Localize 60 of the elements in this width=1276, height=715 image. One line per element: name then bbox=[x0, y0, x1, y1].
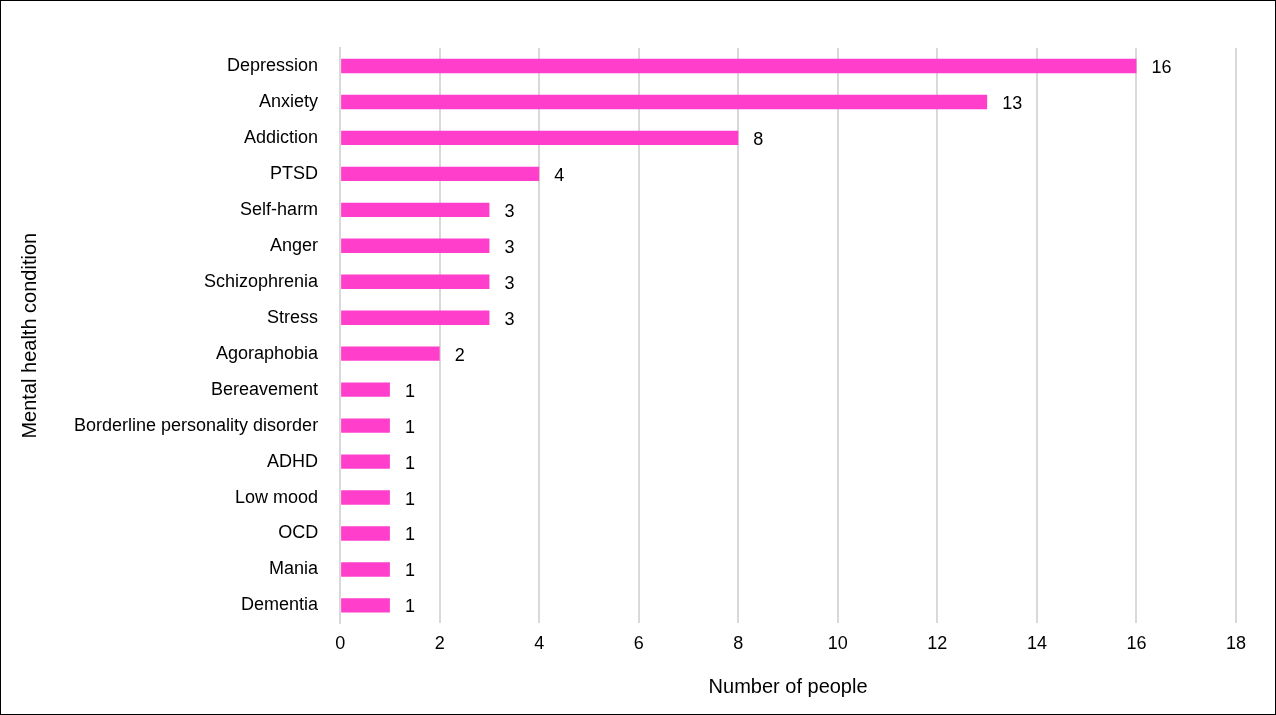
x-axis-title: Number of people bbox=[708, 674, 868, 697]
x-tick-label: 4 bbox=[534, 633, 545, 654]
data-label: 3 bbox=[504, 272, 515, 293]
y-tick-label: PTSD bbox=[270, 162, 319, 183]
data-label: 1 bbox=[404, 488, 415, 509]
y-tick-label: Self-harm bbox=[240, 198, 319, 219]
x-tick-label: 8 bbox=[733, 633, 744, 654]
bar bbox=[341, 130, 739, 146]
bar bbox=[341, 166, 540, 182]
data-label: 1 bbox=[404, 452, 415, 473]
y-tick-label: Borderline personality disorder bbox=[74, 414, 319, 435]
bar bbox=[341, 58, 1137, 74]
data-label: 1 bbox=[404, 524, 415, 545]
x-tick-label: 18 bbox=[1225, 633, 1247, 654]
data-label: 3 bbox=[504, 200, 515, 221]
data-label: 1 bbox=[404, 380, 415, 401]
bar bbox=[341, 526, 390, 541]
data-label: 16 bbox=[1151, 56, 1172, 77]
x-tick-label: 0 bbox=[335, 633, 346, 654]
data-label: 13 bbox=[1002, 92, 1023, 113]
y-tick-label: Stress bbox=[267, 306, 319, 327]
bar bbox=[341, 202, 490, 218]
y-tick-label: Mania bbox=[269, 558, 320, 579]
data-label: 4 bbox=[554, 164, 565, 185]
y-tick-label: Low mood bbox=[235, 486, 319, 507]
x-tick-label: 10 bbox=[827, 633, 848, 654]
y-axis-title: Mental health condition bbox=[17, 232, 40, 439]
data-label: 8 bbox=[753, 128, 764, 149]
y-tick-label: Agoraphobia bbox=[216, 342, 320, 363]
bar bbox=[341, 598, 390, 613]
bar bbox=[341, 346, 440, 361]
data-label: 1 bbox=[404, 416, 415, 437]
bar bbox=[341, 94, 988, 110]
bar bbox=[341, 310, 490, 325]
y-tick-label: Dementia bbox=[241, 594, 320, 615]
data-label: 3 bbox=[504, 308, 515, 329]
bar bbox=[341, 562, 390, 577]
x-tick-label: 6 bbox=[633, 633, 644, 654]
x-tick-label: 16 bbox=[1126, 633, 1147, 654]
bar bbox=[341, 454, 390, 469]
y-tick-label: ADHD bbox=[267, 450, 319, 471]
bar bbox=[341, 490, 390, 505]
bar bbox=[341, 418, 390, 433]
y-tick-label: Anger bbox=[270, 234, 319, 255]
x-tick-label: 14 bbox=[1026, 633, 1047, 654]
data-label: 2 bbox=[454, 344, 465, 365]
x-tick-label: 12 bbox=[927, 633, 948, 654]
y-tick-label: Bereavement bbox=[211, 378, 319, 399]
bar bbox=[341, 274, 490, 289]
y-tick-label: OCD bbox=[278, 522, 319, 543]
data-label: 1 bbox=[404, 560, 415, 581]
y-tick-label: Addiction bbox=[244, 126, 319, 147]
x-tick-label: 2 bbox=[434, 633, 445, 654]
bar bbox=[341, 238, 490, 253]
data-label: 1 bbox=[404, 596, 415, 617]
y-tick-label: Depression bbox=[227, 54, 319, 75]
y-tick-label: Schizophrenia bbox=[204, 270, 320, 291]
data-label: 3 bbox=[504, 236, 515, 257]
y-tick-label: Anxiety bbox=[259, 90, 319, 111]
bar bbox=[341, 382, 390, 397]
